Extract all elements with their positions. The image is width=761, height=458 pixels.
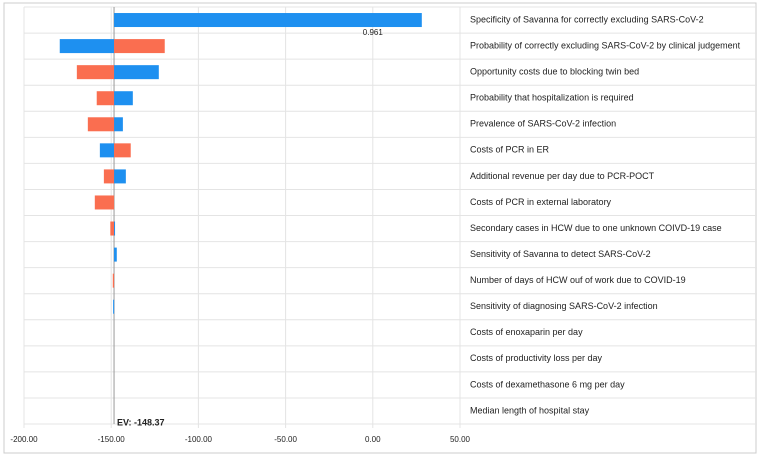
x-tick-label: -150.00 bbox=[98, 435, 126, 444]
annotation: 0.961 bbox=[363, 28, 384, 37]
bar bbox=[114, 169, 126, 184]
category-label: Sensitivity of Savanna to detect SARS-Co… bbox=[470, 249, 651, 259]
bar bbox=[114, 39, 165, 54]
bar bbox=[110, 221, 115, 236]
bar bbox=[114, 91, 133, 106]
bar bbox=[99, 143, 115, 158]
bar bbox=[114, 65, 159, 80]
ev-label: EV: -148.37 bbox=[117, 417, 165, 427]
category-label: Costs of enoxaparin per day bbox=[470, 327, 583, 337]
bar bbox=[114, 247, 117, 262]
category-label: Costs of dexamethasone 6 mg per day bbox=[470, 379, 625, 389]
bar bbox=[114, 143, 131, 158]
category-label: Probability of correctly excluding SARS-… bbox=[470, 40, 741, 50]
bar bbox=[76, 65, 115, 80]
bar bbox=[103, 169, 115, 184]
bar bbox=[96, 91, 115, 106]
x-tick-label: 50.00 bbox=[450, 435, 471, 444]
x-tick-label: -100.00 bbox=[185, 435, 213, 444]
category-label: Number of days of HCW ouf of work due to… bbox=[470, 275, 686, 285]
x-tick-label: -50.00 bbox=[274, 435, 297, 444]
bar bbox=[94, 195, 115, 210]
category-label: Opportunity costs due to blocking twin b… bbox=[470, 67, 639, 77]
x-tick-label: -200.00 bbox=[10, 435, 38, 444]
category-label: Specificity of Savanna for correctly exc… bbox=[470, 14, 704, 24]
bar bbox=[114, 13, 422, 28]
category-label: Prevalence of SARS-CoV-2 infection bbox=[470, 119, 616, 129]
category-label: Median length of hospital stay bbox=[470, 405, 590, 415]
frame bbox=[3, 2, 757, 454]
bar bbox=[113, 299, 115, 314]
bar bbox=[87, 117, 115, 132]
category-label: Costs of PCR in ER bbox=[470, 145, 550, 155]
category-label: Costs of productivity loss per day bbox=[470, 353, 603, 363]
x-tick-label: 0.00 bbox=[365, 435, 381, 444]
bar bbox=[114, 221, 116, 236]
category-label: Probability that hospitalization is requ… bbox=[470, 93, 634, 103]
category-label: Additional revenue per day due to PCR-PO… bbox=[470, 171, 655, 181]
category-label: Costs of PCR in external laboratory bbox=[470, 197, 612, 207]
bar bbox=[112, 273, 115, 288]
category-label: Sensitivity of diagnosing SARS-CoV-2 inf… bbox=[470, 301, 658, 311]
category-label: Secondary cases in HCW due to one unknow… bbox=[470, 223, 722, 233]
bar bbox=[59, 39, 115, 54]
bar bbox=[114, 117, 123, 132]
